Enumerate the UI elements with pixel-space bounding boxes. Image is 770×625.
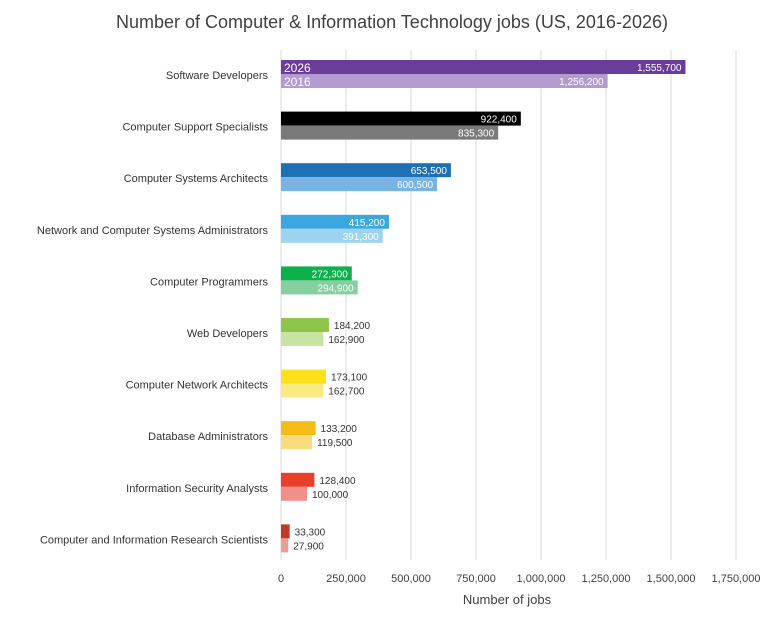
data-label: 119,500 bbox=[317, 438, 353, 449]
category-label: Computer Systems Architects bbox=[124, 173, 269, 185]
x-tick-label: 1,500,000 bbox=[647, 573, 696, 585]
category-label: Information Security Analysts bbox=[126, 483, 268, 495]
bar bbox=[281, 163, 451, 178]
bar bbox=[281, 369, 327, 384]
data-label: 294,900 bbox=[318, 283, 355, 294]
x-axis-title: Number of jobs bbox=[463, 592, 552, 607]
bar bbox=[281, 486, 307, 501]
x-tick-label: 750,000 bbox=[456, 573, 496, 585]
chart-title: Number of Computer & Information Technol… bbox=[116, 12, 668, 32]
category-label: Web Developers bbox=[187, 328, 269, 340]
category-label: Computer Support Specialists bbox=[122, 122, 268, 134]
data-label: 835,300 bbox=[458, 129, 495, 140]
data-label: 128,400 bbox=[319, 476, 356, 487]
bar bbox=[281, 177, 438, 192]
data-label: 391,300 bbox=[343, 232, 380, 243]
series-label: 2026 bbox=[284, 61, 311, 75]
data-label: 1,256,200 bbox=[559, 77, 604, 88]
x-tick-label: 1,000,000 bbox=[517, 573, 566, 585]
bar bbox=[281, 111, 521, 126]
bar bbox=[281, 421, 316, 436]
data-label: 415,200 bbox=[349, 218, 386, 229]
bar bbox=[281, 280, 358, 295]
x-tick-label: 1,250,000 bbox=[582, 573, 631, 585]
data-label: 162,900 bbox=[328, 335, 365, 346]
category-label: Network and Computer Systems Administrat… bbox=[37, 225, 269, 237]
bar bbox=[281, 266, 352, 281]
data-label: 173,100 bbox=[331, 373, 368, 384]
data-label: 162,700 bbox=[328, 387, 365, 398]
data-label: 100,000 bbox=[312, 490, 349, 501]
bar bbox=[281, 383, 324, 398]
x-tick-label: 1,750,000 bbox=[712, 573, 761, 585]
data-label: 33,300 bbox=[295, 527, 326, 538]
data-label: 600,500 bbox=[397, 180, 434, 191]
x-tick-label: 0 bbox=[278, 573, 284, 585]
bar bbox=[281, 538, 289, 553]
bar bbox=[281, 60, 686, 74]
data-label: 653,500 bbox=[411, 166, 448, 177]
bar bbox=[281, 524, 290, 539]
data-label: 27,900 bbox=[293, 541, 324, 552]
x-tick-label: 500,000 bbox=[391, 573, 431, 585]
x-tick-labels: 0 250,000 500,000 750,000 1,000,000 1,250,000… bbox=[278, 573, 761, 585]
bar bbox=[281, 472, 315, 487]
data-label: 922,400 bbox=[481, 115, 518, 126]
series-label: 2016 bbox=[284, 75, 311, 89]
data-label: 184,200 bbox=[334, 321, 371, 332]
bar bbox=[281, 318, 329, 332]
data-label: 1,555,700 bbox=[637, 63, 682, 74]
category-label: Computer Programmers bbox=[150, 276, 268, 288]
x-tick-label: 250,000 bbox=[326, 573, 366, 585]
category-label: Software Developers bbox=[166, 70, 269, 82]
bar bbox=[281, 214, 389, 229]
bar bbox=[281, 435, 313, 450]
category-label: Computer Network Architects bbox=[126, 380, 269, 392]
bar bbox=[281, 332, 324, 346]
data-label: 272,300 bbox=[312, 269, 349, 280]
bar bbox=[281, 228, 383, 243]
bar bbox=[281, 74, 608, 88]
category-label: Computer and Information Research Scient… bbox=[40, 534, 269, 546]
data-label: 133,200 bbox=[321, 424, 358, 435]
bar bbox=[281, 125, 499, 140]
category-label: Database Administrators bbox=[148, 431, 268, 443]
bars: 1,555,700 2026 1,256,200 2016 922,400 835,300… bbox=[281, 60, 686, 553]
category-labels: Software Developers Computer Support Spec… bbox=[37, 70, 269, 546]
